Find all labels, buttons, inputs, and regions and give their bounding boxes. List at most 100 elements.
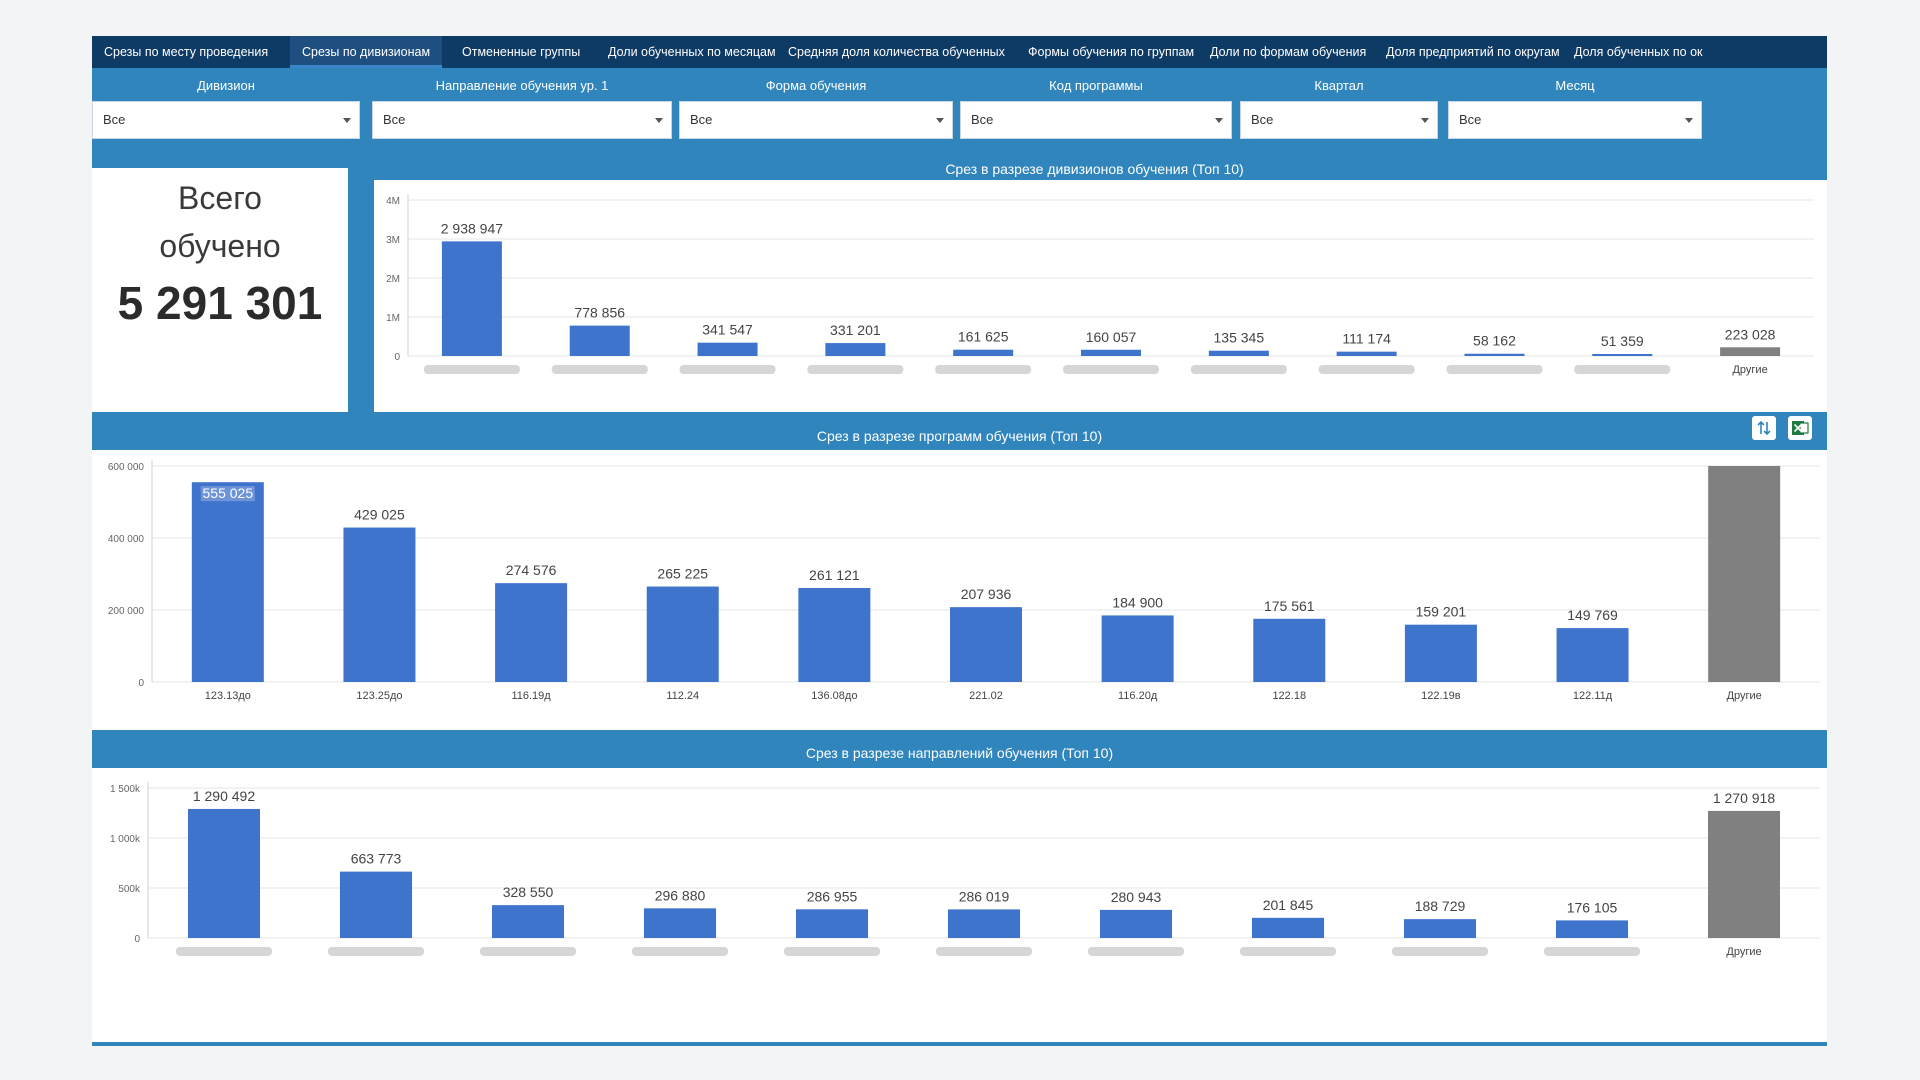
division-chart-bar[interactable] [697, 342, 758, 356]
division-chart-category-placeholder [1063, 365, 1159, 374]
division-chart-value-label: 111 174 [1342, 331, 1391, 347]
program-chart-bar[interactable] [1101, 615, 1174, 682]
division-chart-value-label: 223 028 [1725, 326, 1776, 342]
direction-chart-category-placeholder [328, 947, 424, 956]
tab-share-by-form[interactable]: Доли по формам обучения [1210, 45, 1367, 59]
division-chart-value-label: 2 938 947 [441, 220, 503, 236]
program-chart-category-label: 123.25до [356, 690, 402, 702]
dashboard: Срезы по месту проведения Срезы по дивиз… [92, 36, 1827, 1046]
tab-bar: Срезы по месту проведения Срезы по дивиз… [92, 36, 1827, 68]
program-chart-bar[interactable] [1708, 466, 1781, 682]
direction-chart-bar[interactable] [948, 909, 1020, 938]
program-chart-bar[interactable] [495, 583, 568, 682]
division-chart-y-tick-label: 4M [386, 196, 400, 207]
program-chart-bar[interactable] [191, 482, 264, 682]
program-chart-bar[interactable] [1253, 618, 1326, 682]
direction-chart-bar[interactable] [1100, 909, 1172, 938]
program-chart-category-label: 116.20д [1118, 690, 1158, 702]
program-chart-bar[interactable] [1404, 624, 1477, 682]
filter-month-value: Все [1459, 112, 1482, 127]
program-chart-y-tick-label: 200 000 [108, 606, 145, 617]
direction-chart-bar[interactable] [340, 871, 412, 938]
division-chart-value-label: 51 359 [1601, 333, 1644, 349]
chevron-down-icon [655, 118, 663, 123]
sort-icon [1757, 420, 1771, 436]
division-chart-bar[interactable] [1592, 353, 1653, 356]
sort-button[interactable] [1752, 416, 1776, 440]
division-chart-bar[interactable] [953, 349, 1014, 356]
direction-chart-bar[interactable] [188, 808, 260, 938]
direction-chart-value-label: 663 773 [351, 851, 402, 867]
direction-chart-bar[interactable] [1252, 917, 1324, 938]
bottom-divider [92, 1042, 1827, 1046]
excel-icon [1792, 421, 1809, 435]
filter-direction-label: Направление обучения ур. 1 [435, 78, 609, 93]
direction-chart-bar[interactable] [796, 909, 868, 938]
program-chart-value-label-highlight [200, 486, 255, 502]
direction-chart-y-tick-label: 500k [118, 884, 141, 895]
filter-division-select[interactable]: Все [92, 101, 360, 139]
direction-chart-title: Срез в разрезе направлений обучения (Топ… [92, 730, 1827, 768]
filter-program-select[interactable]: Все [960, 101, 1232, 139]
program-bar-chart: 0 200 000 400 000 600 000 555 025 123.13до 429… [108, 460, 1820, 702]
division-chart-bar[interactable] [1081, 349, 1141, 356]
direction-chart-value-label: 201 845 [1263, 897, 1314, 913]
division-chart-value-label: 160 057 [1086, 329, 1137, 345]
division-chart-bar[interactable] [569, 325, 630, 356]
division-chart-value-label: 341 547 [702, 322, 753, 338]
tab-forms-by-group[interactable]: Формы обучения по группам [1028, 45, 1195, 59]
tab-enterprise-by-district[interactable]: Доля предприятий по округам [1386, 45, 1560, 59]
program-chart-bar[interactable] [343, 527, 416, 682]
direction-chart-value-label: 286 955 [807, 888, 858, 904]
export-excel-button[interactable] [1788, 416, 1812, 440]
filter-form-select[interactable]: Все [679, 101, 953, 139]
program-chart-bar[interactable] [950, 607, 1022, 682]
direction-chart-bar[interactable] [1708, 810, 1780, 938]
filter-form-label: Форма обучения [765, 78, 867, 93]
chevron-down-icon [936, 118, 944, 123]
direction-chart-bar[interactable] [644, 908, 716, 938]
filter-quarter-select[interactable]: Все [1240, 101, 1438, 139]
direction-chart-bar[interactable] [1404, 919, 1476, 938]
program-chart-category-label: 221.02 [969, 690, 1003, 702]
division-bar-chart: 0 1M 2M 3M 4M 2 938 947 778 856 341 547 331 201 1… [386, 194, 1814, 376]
direction-chart-bar[interactable] [492, 905, 564, 938]
program-chart-bar[interactable] [1556, 628, 1629, 682]
division-chart-value-label: 778 856 [574, 305, 625, 321]
division-chart-category-placeholder [935, 365, 1032, 374]
tab-trained-by-district[interactable]: Доля обученных по ок [1574, 45, 1703, 59]
direction-chart-value-label: 188 729 [1415, 898, 1466, 914]
tab-monthly-share[interactable]: Доли обученных по месяцам [608, 45, 776, 59]
direction-chart-category-placeholder [1240, 947, 1336, 956]
division-chart-bar[interactable] [1208, 350, 1269, 356]
direction-chart-value-label: 176 105 [1567, 899, 1618, 915]
division-chart-area: 0 1M 2M 3M 4M 2 938 947 778 856 341 547 331 201 1… [374, 180, 1827, 412]
tab-avg-share[interactable]: Средняя доля количества обученных [788, 45, 1005, 59]
kpi-label-line2: обучено [159, 228, 281, 264]
direction-chart-y-tick-label: 0 [134, 934, 140, 945]
division-chart-bar[interactable] [1720, 347, 1781, 356]
tab-by-location[interactable]: Срезы по месту проведения [104, 45, 269, 59]
filter-quarter-label: Квартал [1314, 78, 1364, 93]
tab-cancelled-groups[interactable]: Отмененные группы [462, 45, 581, 59]
program-chart-value-label: 261 121 [809, 567, 860, 583]
filter-program-label: Код программы [1049, 78, 1143, 93]
chevron-down-icon [1215, 118, 1223, 123]
division-chart-bar[interactable] [825, 343, 886, 356]
program-chart-value-label: 207 936 [961, 586, 1012, 602]
direction-chart-bar[interactable] [1556, 920, 1628, 938]
direction-chart-y-tick-label: 1 000k [110, 834, 141, 845]
direction-chart-y-tick-label: 1 500k [110, 784, 141, 795]
program-chart-bar[interactable] [798, 587, 871, 682]
division-chart-bar[interactable] [1464, 353, 1525, 356]
filter-month-select[interactable]: Все [1448, 101, 1702, 139]
division-chart-category-label: Другие [1732, 364, 1767, 376]
division-chart-bar[interactable] [441, 241, 502, 356]
program-chart-bar[interactable] [646, 586, 719, 682]
division-chart-value-label: 135 345 [1214, 330, 1265, 346]
program-chart-panel: Срез в разрезе программ обучения (Топ 10… [92, 412, 1827, 722]
division-chart-bar[interactable] [1336, 351, 1397, 356]
filter-direction-select[interactable]: Все [372, 101, 672, 139]
direction-chart-category-placeholder [1088, 947, 1184, 956]
tab-by-division[interactable]: Срезы по дивизионам [290, 36, 443, 68]
